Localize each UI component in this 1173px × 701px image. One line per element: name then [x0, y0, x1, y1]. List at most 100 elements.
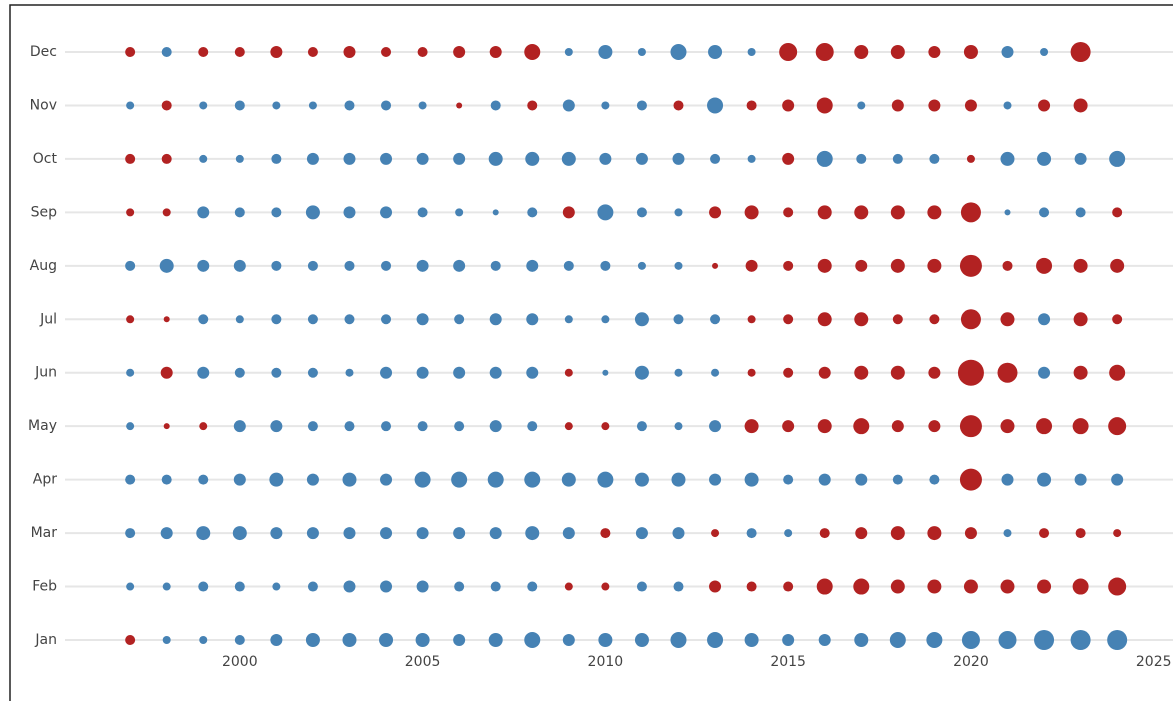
bubble [636, 581, 647, 592]
bubble [527, 207, 538, 218]
bubble [453, 259, 466, 272]
bubble [709, 420, 722, 433]
bubble [817, 419, 832, 434]
bubble [343, 580, 356, 593]
bubble [564, 422, 573, 431]
bubble [490, 100, 501, 111]
bubble [126, 422, 135, 431]
bubble [524, 632, 541, 648]
y-tick-label: Feb [32, 579, 57, 595]
bubble [746, 581, 757, 592]
bubble [961, 631, 980, 649]
bubble [1108, 417, 1127, 436]
bubble [890, 526, 905, 541]
bubble [601, 582, 610, 591]
bubble [746, 100, 757, 111]
bubble [960, 202, 981, 223]
bubble [783, 207, 794, 218]
bubble [928, 366, 941, 379]
bubble [1073, 258, 1088, 273]
bubble [966, 154, 975, 163]
bubble [890, 365, 905, 380]
bubble [343, 46, 356, 58]
bubble [564, 315, 573, 324]
bubble [889, 632, 906, 648]
bubble [235, 315, 244, 324]
bubble [453, 46, 466, 58]
bubble [890, 45, 905, 59]
bubble [929, 474, 940, 485]
bubble [455, 208, 464, 217]
bubble [998, 631, 1017, 649]
bubble [562, 634, 575, 646]
bubble [126, 582, 135, 591]
bubble [307, 314, 318, 325]
bubble [673, 581, 684, 592]
bubble [634, 365, 649, 380]
bubble [380, 473, 393, 486]
bubble [418, 101, 427, 110]
bubble [709, 473, 722, 486]
bubble [1073, 98, 1088, 113]
bubble [1073, 365, 1088, 380]
x-tick-label: 2025 [1136, 654, 1172, 670]
bubble [126, 315, 135, 324]
bubble [1039, 528, 1050, 539]
bubble [564, 582, 573, 591]
bubble [343, 527, 356, 540]
bubble [890, 579, 905, 594]
bubble [960, 309, 981, 330]
bubble [855, 473, 868, 486]
bubble [597, 471, 614, 488]
bubble [453, 634, 466, 646]
x-tick-label: 2010 [588, 654, 624, 670]
bubble [636, 421, 647, 432]
y-tick-label: Jun [34, 365, 57, 381]
bubble [524, 471, 541, 488]
bubble [270, 634, 283, 646]
bubble [380, 152, 393, 165]
bubble [416, 580, 429, 593]
bubble [997, 362, 1018, 383]
bubble [488, 151, 503, 166]
bubble [957, 359, 984, 386]
bubble [197, 259, 210, 272]
bubble [417, 47, 428, 57]
bubble [892, 153, 903, 164]
bubble [307, 421, 318, 432]
bubble [381, 260, 392, 271]
bubble [380, 206, 393, 219]
bubble [782, 152, 795, 165]
bubble [1036, 418, 1053, 435]
bubble [1036, 257, 1053, 274]
bubble [342, 472, 357, 487]
bubble [456, 102, 463, 109]
bubble [490, 260, 501, 271]
bubble [381, 421, 392, 432]
bubble [271, 153, 282, 164]
bubble [234, 100, 245, 111]
bubble [1000, 579, 1015, 594]
bubble [634, 633, 649, 647]
bubble [234, 367, 245, 378]
bubble [817, 205, 832, 220]
bubble [747, 154, 756, 163]
bubble [125, 474, 136, 485]
bubble [959, 468, 982, 491]
bubble [708, 45, 723, 59]
bubble [125, 635, 136, 645]
bubble [379, 633, 394, 647]
bubble [928, 420, 941, 433]
bubble [416, 259, 429, 272]
bubble [234, 581, 245, 592]
y-tick-label: Jan [34, 632, 57, 648]
bubble [929, 314, 940, 325]
x-tick-label: 2005 [405, 654, 441, 670]
bubble [451, 471, 468, 488]
bubble [1110, 258, 1125, 273]
y-tick-label: Nov [30, 97, 57, 113]
bubble [271, 367, 282, 378]
bubble [1037, 472, 1052, 487]
bubble [673, 314, 684, 325]
bubble [1040, 48, 1049, 56]
